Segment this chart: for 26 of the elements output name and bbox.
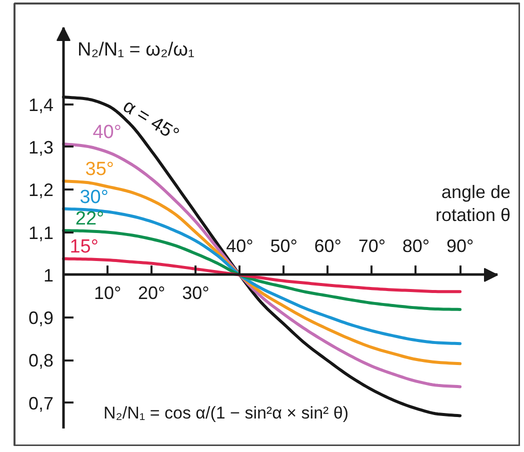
series-label: 22° xyxy=(75,208,104,230)
series-label: 35° xyxy=(85,159,114,180)
x2-tick-label: 50° xyxy=(270,236,298,256)
y-tick-label: 1,4 xyxy=(28,94,54,115)
text: α = 45° xyxy=(119,96,182,146)
x2-tick-label: 90° xyxy=(446,236,474,256)
x2-tick-label: 60° xyxy=(314,236,342,256)
y-axis-title: N₂/N₁ = ω₂/ω₁ xyxy=(78,40,194,60)
y-tick-label: 1,2 xyxy=(28,180,54,200)
y-tick-label: 1,3 xyxy=(28,137,54,158)
annotation: N₂/N₁ = cos α/(1 − sin²α × sin² θ) xyxy=(104,404,349,422)
x-tick-label: 10° xyxy=(94,282,122,303)
x-axis-title: angle de rotation θ xyxy=(435,182,511,225)
y-tick-label: 0,7 xyxy=(28,393,54,414)
x2-tick-label: 80° xyxy=(402,236,430,256)
y-tick-label: 1,1 xyxy=(28,222,54,243)
y-tick-label: 0,8 xyxy=(28,350,54,371)
x-tick-label: 30° xyxy=(182,282,210,303)
series-label: 30° xyxy=(80,186,108,208)
y-tick-label: 1 xyxy=(43,265,54,286)
x2-tick-label: 70° xyxy=(358,236,386,256)
x-tick-label: 20° xyxy=(138,282,166,303)
series-label: 40° xyxy=(92,122,122,143)
x2-tick-label: 40° xyxy=(226,236,254,256)
y-tick-label: 0,9 xyxy=(28,308,54,328)
series-label: 15° xyxy=(70,236,98,258)
